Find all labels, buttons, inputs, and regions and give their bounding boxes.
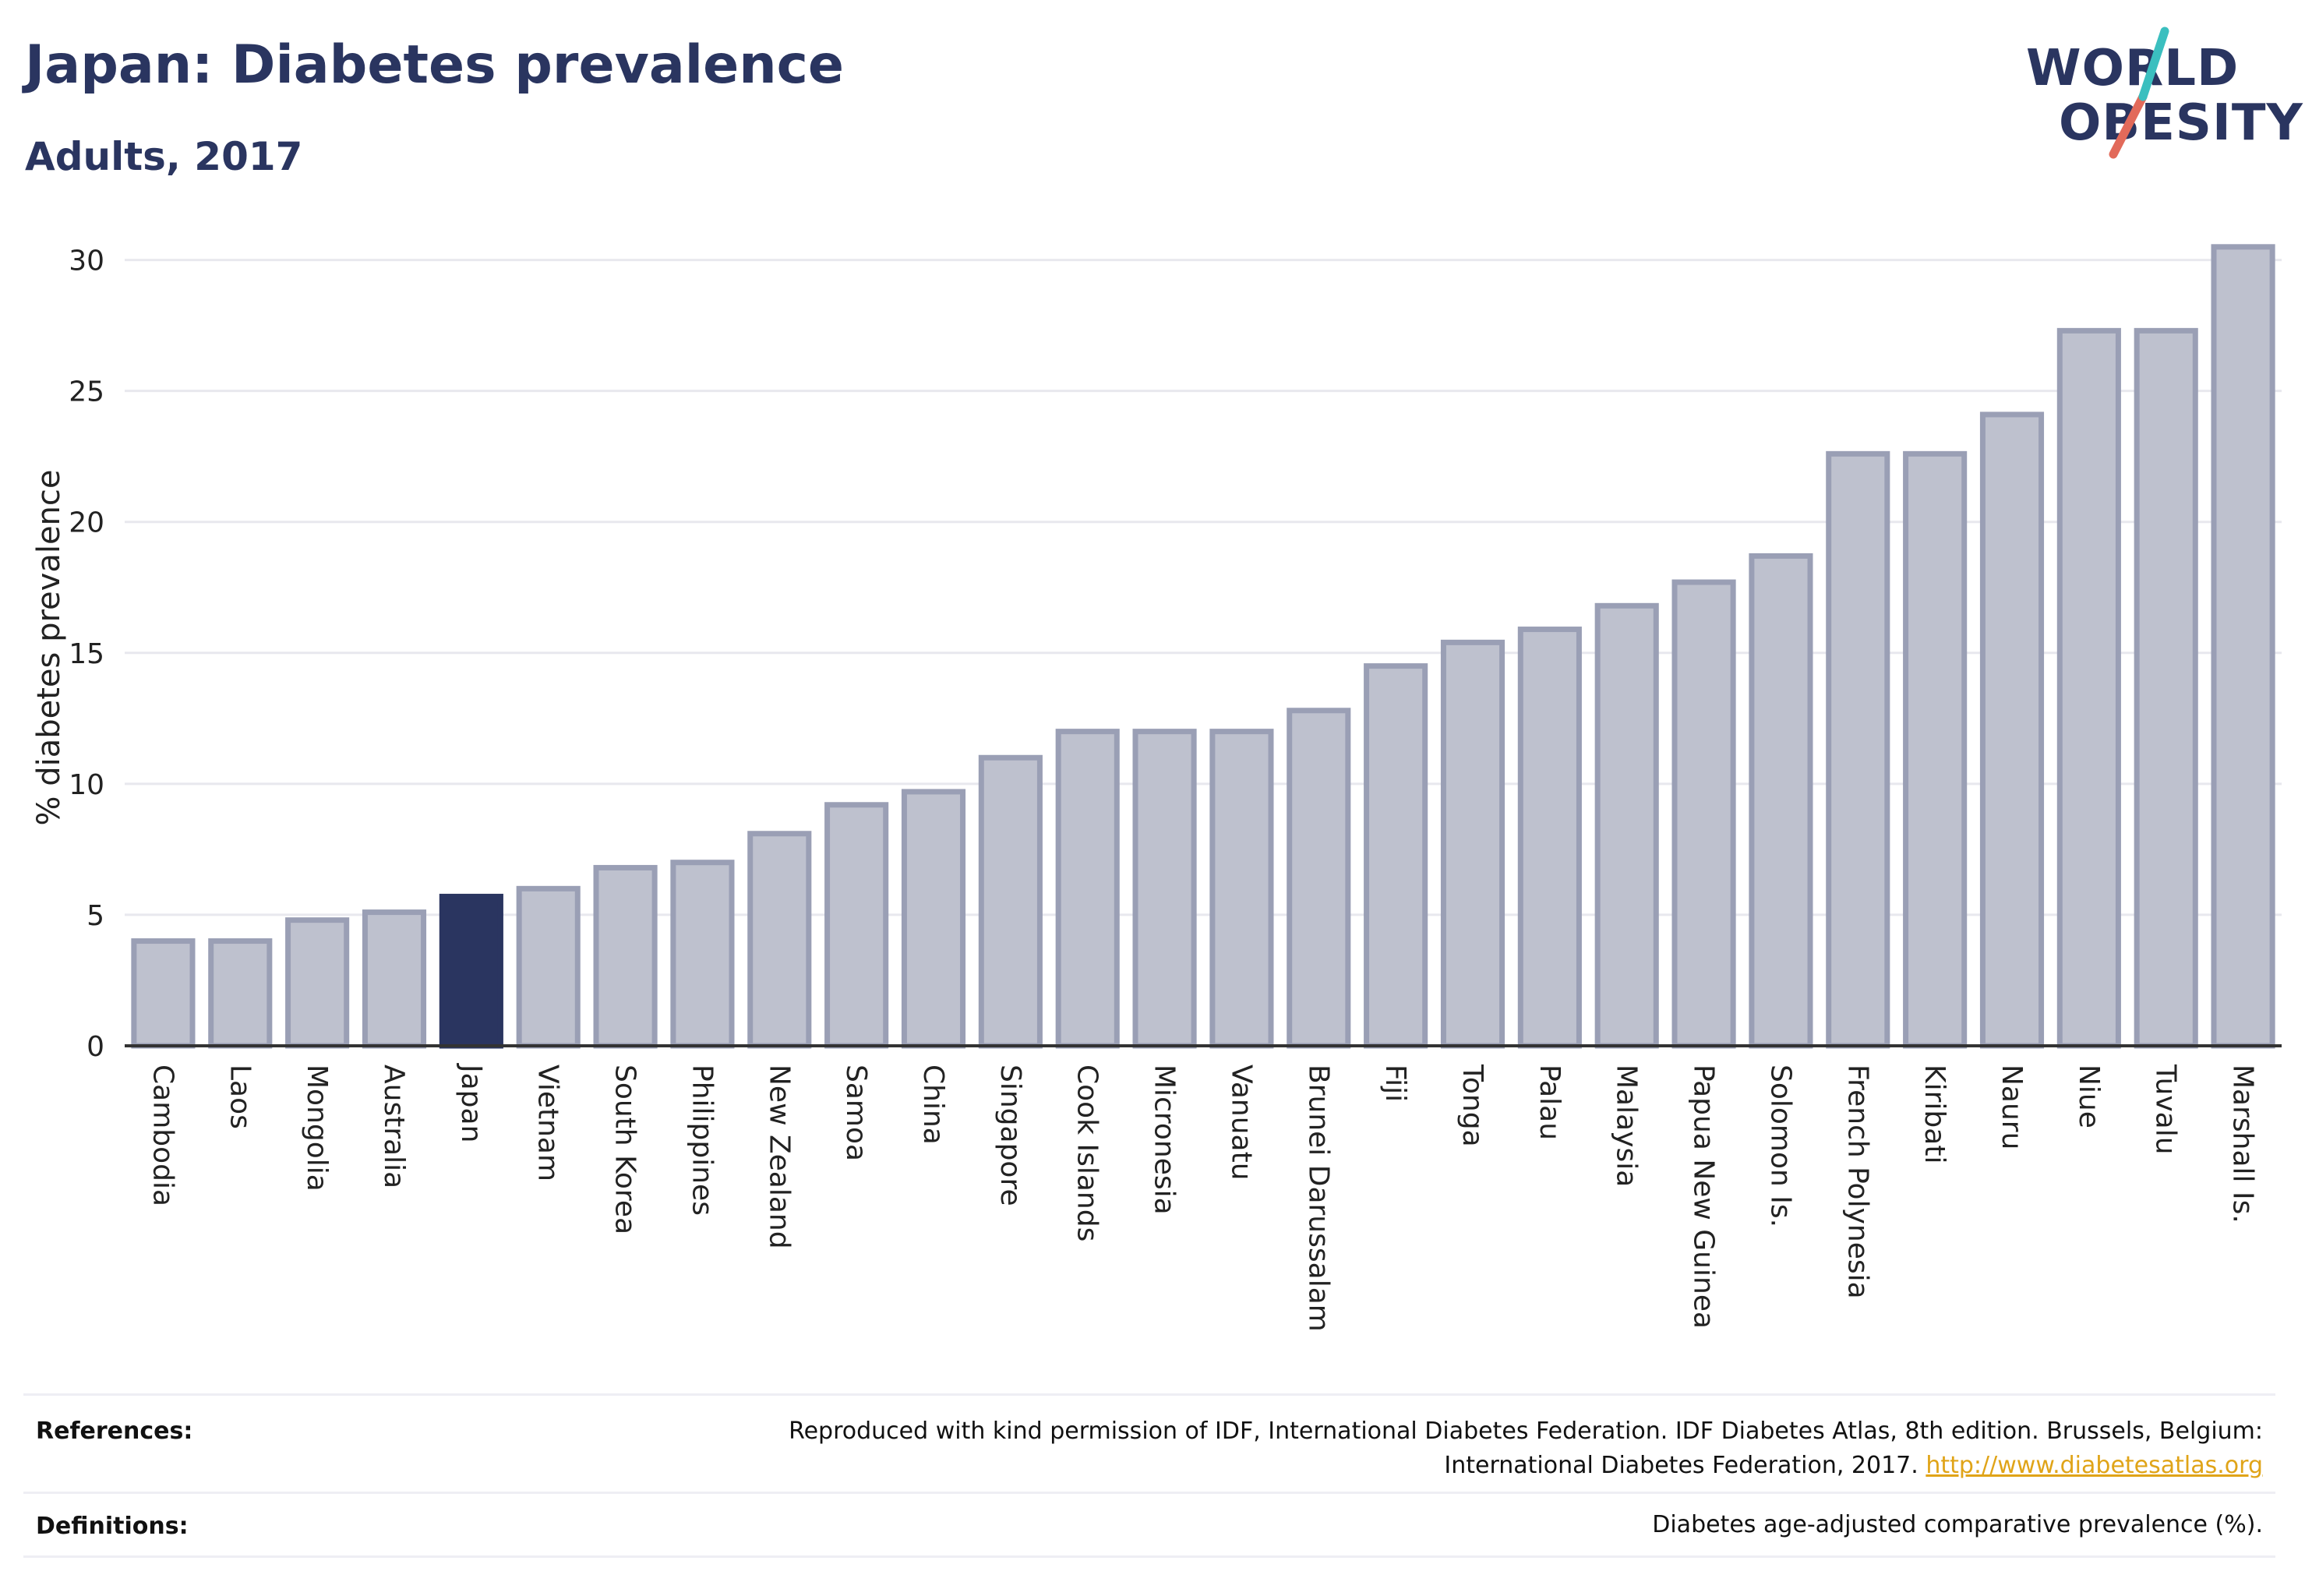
axes: 0 5 10 15 20 25 30 Cambodia Laos Mongolia Australi… <box>69 245 2282 1332</box>
bar-samoa <box>824 802 889 1049</box>
bar-japan <box>439 893 503 1049</box>
logo-line-2: OBESITY <box>2059 94 2303 152</box>
chart-subtitle: Adults, 2017 <box>25 134 303 179</box>
x-tick-label: Philippines <box>686 1065 718 1216</box>
bar-laos <box>208 938 273 1049</box>
x-tick-label: Samoa <box>840 1065 872 1161</box>
x-tick-label: South Korea <box>609 1065 641 1234</box>
bar-marshall-is <box>2211 244 2275 1049</box>
x-tick-label: Japan <box>455 1063 487 1142</box>
bar-palau <box>1517 627 1582 1049</box>
references-row: References: Reproduced with kind permiss… <box>23 1393 2275 1494</box>
bar-china <box>901 789 966 1049</box>
bar-kiribati <box>1903 450 1968 1049</box>
bar-south-korea <box>593 864 658 1049</box>
bar-french-polynesia <box>1826 450 1890 1049</box>
y-tick-label: 10 <box>69 769 104 801</box>
diabetes-atlas-link[interactable]: http://www.diabetesatlas.org <box>1926 1452 2263 1479</box>
y-tick-label: 15 <box>69 638 104 670</box>
bar-australia <box>362 909 427 1049</box>
x-tick-label: China <box>917 1065 949 1145</box>
x-tick-label: Vietnam <box>532 1065 564 1181</box>
chart-title: Japan: Diabetes prevalence <box>25 34 845 96</box>
bar-niue <box>2056 327 2121 1049</box>
y-tick-label: 30 <box>69 245 104 277</box>
references-text: Reproduced with kind permission of IDF, … <box>789 1414 2263 1483</box>
definitions-row: Definitions: Diabetes age-adjusted compa… <box>23 1492 2275 1558</box>
x-tick-label: New Zealand <box>763 1065 795 1249</box>
bar-tonga <box>1440 639 1505 1049</box>
world-obesity-logo: WORLD OBESITY <box>2026 16 2303 171</box>
bars <box>131 244 2275 1049</box>
bar-singapore <box>978 754 1043 1049</box>
bar-solomon-is <box>1749 553 1813 1049</box>
x-tick-label: Australia <box>378 1065 410 1188</box>
bar-mongolia <box>285 917 350 1049</box>
x-tick-label: Fiji <box>1379 1065 1411 1102</box>
references-line-2: International Diabetes Federation, 2017.… <box>789 1449 2263 1483</box>
x-tick-label: Marshall Is. <box>2227 1065 2259 1223</box>
x-tick-label: Malaysia <box>1611 1065 1643 1187</box>
x-tick-label: Micronesia <box>1149 1065 1181 1215</box>
definitions-label: Definitions: <box>36 1513 189 1540</box>
logo-line-1: WORLD <box>2026 40 2240 97</box>
x-tick-label: Niue <box>2073 1065 2105 1128</box>
x-tick-label: Palau <box>1534 1065 1565 1140</box>
footer-bottom-divider <box>23 1555 2275 1558</box>
bar-vietnam <box>516 885 581 1049</box>
bar-cook-islands <box>1055 729 1120 1049</box>
references-label: References: <box>36 1418 193 1445</box>
x-tick-label: Solomon Is. <box>1764 1065 1796 1227</box>
bar-fiji <box>1364 663 1428 1049</box>
references-line-2-text: International Diabetes Federation, 2017. <box>1444 1452 1918 1479</box>
bar-tuvalu <box>2134 327 2198 1049</box>
x-tick-label: Mongolia <box>301 1065 333 1192</box>
x-tick-label: Laos <box>224 1065 256 1129</box>
bar-nauru <box>1979 411 2045 1049</box>
x-tick-label: French Polynesia <box>1841 1065 1873 1299</box>
x-tick-label: Brunei Darussalam <box>1302 1065 1334 1332</box>
bar-vanuatu <box>1209 729 1274 1049</box>
bar-chart: 0 5 10 15 20 25 30 Cambodia Laos Mongolia Australi… <box>31 244 2282 1332</box>
bar-new-zealand <box>747 831 812 1049</box>
bar-papua-new-guinea <box>1671 579 1736 1049</box>
y-axis-label: % diabetes prevalence <box>31 469 67 825</box>
y-tick-label: 25 <box>69 376 104 408</box>
x-tick-label: Nauru <box>1996 1065 2028 1149</box>
y-tick-label: 0 <box>86 1031 104 1063</box>
x-tick-label: Vanuatu <box>1225 1065 1257 1181</box>
x-tick-label: Singapore <box>994 1065 1026 1206</box>
logo-slash-icon <box>2109 26 2169 159</box>
references-line-1: Reproduced with kind permission of IDF, … <box>789 1418 2263 1445</box>
bar-brunei-darussalam <box>1287 708 1351 1049</box>
x-tick-label: Kiribati <box>1918 1065 1950 1163</box>
x-tick-label: Tuvalu <box>2150 1064 2182 1155</box>
y-tick-label: 5 <box>86 900 104 932</box>
bar-cambodia <box>131 938 196 1049</box>
bar-malaysia <box>1594 602 1659 1049</box>
bar-philippines <box>670 860 735 1049</box>
x-tick-label: Papua New Guinea <box>1688 1065 1720 1329</box>
bar-micronesia <box>1132 729 1197 1049</box>
y-tick-label: 20 <box>69 507 104 539</box>
x-tick-label: Cook Islands <box>1071 1065 1103 1241</box>
x-tick-label: Cambodia <box>146 1065 178 1206</box>
definitions-text: Diabetes age-adjusted comparative preval… <box>1652 1511 2263 1538</box>
x-tick-label: Tonga <box>1456 1064 1488 1147</box>
